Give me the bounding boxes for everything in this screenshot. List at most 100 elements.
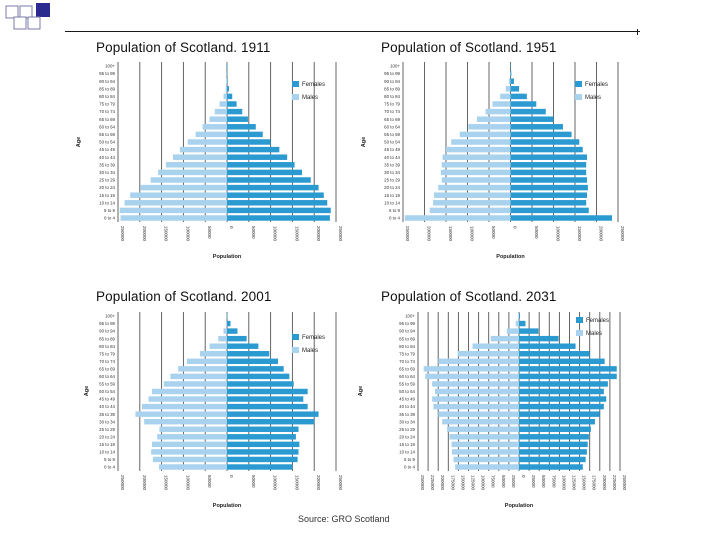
x-tick-label: 0 bbox=[229, 475, 234, 478]
bar-females bbox=[227, 434, 296, 440]
bar-males bbox=[178, 366, 227, 372]
x-tick-label: 150000 bbox=[577, 226, 582, 242]
age-group-label: 75 to 79 bbox=[99, 102, 115, 107]
age-group-label: 100+ bbox=[105, 64, 115, 69]
bar-males bbox=[468, 124, 511, 130]
x-tick-label: 250000 bbox=[338, 475, 343, 491]
bar-males bbox=[135, 411, 227, 417]
bar-females bbox=[510, 184, 588, 191]
age-group-label: 10 to 14 bbox=[99, 450, 115, 455]
legend-swatch bbox=[576, 330, 583, 336]
legend-swatch bbox=[575, 81, 582, 87]
age-group-label: 45 to 49 bbox=[384, 147, 400, 152]
age-group-label: 10 to 14 bbox=[399, 450, 415, 455]
legend-swatch bbox=[576, 317, 583, 323]
x-tick-label: 150000 bbox=[294, 226, 299, 242]
bar-females bbox=[227, 192, 324, 198]
age-group-label: 55 to 59 bbox=[384, 132, 400, 137]
bar-females bbox=[227, 358, 279, 365]
bar-males bbox=[120, 215, 227, 221]
bar-females bbox=[510, 131, 572, 138]
bar-females bbox=[227, 200, 328, 206]
x-tick-label: 0 bbox=[229, 226, 234, 229]
bar-males bbox=[434, 388, 519, 395]
x-tick-label: 200000 bbox=[440, 475, 445, 491]
bar-males bbox=[148, 396, 227, 402]
age-group-label: 30 to 34 bbox=[384, 170, 400, 175]
age-group-label: 65 to 69 bbox=[99, 366, 115, 371]
bar-females bbox=[510, 108, 546, 115]
bar-males bbox=[447, 426, 519, 432]
x-tick-label: 100000 bbox=[481, 475, 486, 491]
legend-label: Males bbox=[585, 95, 601, 101]
bar-males bbox=[453, 456, 519, 463]
x-tick-label: 200000 bbox=[427, 226, 432, 242]
bar-males bbox=[508, 78, 511, 84]
bar-females bbox=[227, 131, 263, 138]
bar-females bbox=[510, 101, 537, 107]
bar-females bbox=[510, 124, 563, 130]
age-group-label: 80 to 84 bbox=[399, 344, 415, 349]
age-group-label: 95 to 99 bbox=[99, 321, 115, 326]
deco-square bbox=[27, 16, 41, 30]
age-group-label: 40 to 44 bbox=[399, 404, 415, 409]
bar-females bbox=[227, 154, 288, 160]
y-axis-title: Age bbox=[361, 137, 367, 147]
age-group-label: 60 to 64 bbox=[99, 374, 115, 379]
age-group-label: 25 to 29 bbox=[399, 427, 415, 432]
bar-males bbox=[432, 396, 519, 402]
bar-males bbox=[119, 207, 227, 214]
bar-females bbox=[510, 215, 612, 221]
age-group-label: 80 to 84 bbox=[99, 344, 115, 349]
age-group-label: 95 to 99 bbox=[399, 321, 415, 326]
bar-males bbox=[199, 351, 227, 357]
bar-females bbox=[227, 207, 331, 214]
x-axis-title: Population bbox=[213, 503, 242, 509]
bar-males bbox=[152, 441, 227, 448]
x-tick-label: 225000 bbox=[612, 475, 617, 491]
age-group-label: 20 to 24 bbox=[384, 185, 400, 190]
bar-males bbox=[451, 441, 519, 448]
age-group-label: 0 to 4 bbox=[389, 216, 401, 221]
checkered-squares-icon bbox=[5, 3, 50, 30]
bar-females bbox=[519, 358, 605, 365]
bar-females bbox=[519, 426, 591, 432]
y-axis-title: Age bbox=[76, 137, 82, 147]
bar-males bbox=[159, 426, 227, 432]
bar-females bbox=[510, 162, 587, 168]
age-group-label: 15 to 19 bbox=[99, 193, 115, 198]
bar-males bbox=[165, 162, 227, 168]
x-axis-title: Population bbox=[213, 254, 242, 260]
age-group-label: 65 to 69 bbox=[399, 366, 415, 371]
bar-females bbox=[519, 403, 604, 410]
age-group-label: 5 to 9 bbox=[404, 457, 416, 462]
age-group-label: 50 to 54 bbox=[99, 140, 115, 145]
bar-males bbox=[158, 169, 227, 176]
x-tick-label: 250000 bbox=[338, 226, 343, 242]
bar-females bbox=[519, 320, 526, 327]
bar-males bbox=[158, 464, 227, 470]
bar-females bbox=[227, 139, 271, 145]
age-group-label: 30 to 34 bbox=[399, 419, 415, 424]
age-group-label: 35 to 39 bbox=[99, 162, 115, 167]
age-group-label: 25 to 29 bbox=[384, 178, 400, 183]
x-tick-label: 50000 bbox=[501, 475, 506, 488]
bar-males bbox=[195, 131, 227, 138]
legend-label: Females bbox=[302, 335, 325, 341]
x-tick-label: 250000 bbox=[622, 475, 627, 491]
age-group-label: 70 to 74 bbox=[399, 359, 415, 364]
age-group-label: 55 to 59 bbox=[399, 382, 415, 387]
bar-males bbox=[124, 200, 227, 206]
x-tick-label: 175000 bbox=[592, 475, 597, 491]
age-group-label: 5 to 9 bbox=[389, 208, 401, 213]
age-group-label: 30 to 34 bbox=[99, 419, 115, 424]
bar-females bbox=[227, 456, 298, 463]
age-group-label: 75 to 79 bbox=[384, 102, 400, 107]
bar-females bbox=[227, 86, 229, 92]
deco-square bbox=[13, 16, 27, 30]
bar-females bbox=[227, 418, 315, 425]
x-tick-label: 50000 bbox=[491, 226, 496, 239]
age-group-label: 45 to 49 bbox=[99, 397, 115, 402]
bar-males bbox=[144, 418, 227, 425]
bar-females bbox=[227, 320, 231, 327]
